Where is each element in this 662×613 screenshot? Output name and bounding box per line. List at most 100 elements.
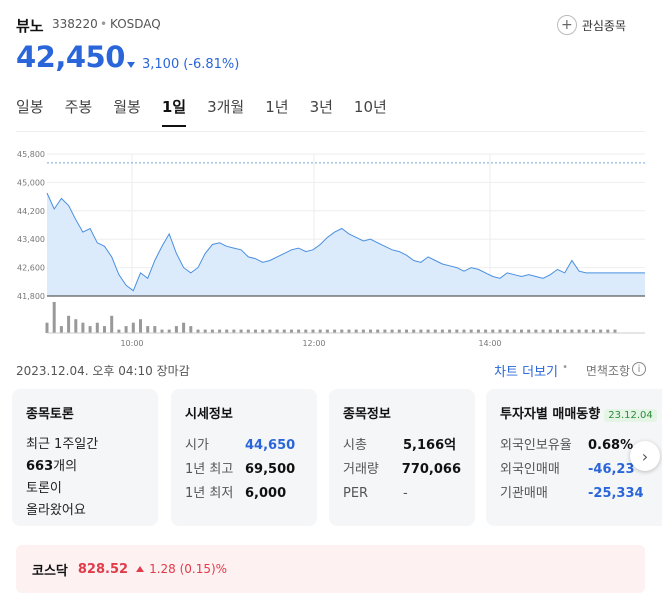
volume-bar	[548, 329, 552, 333]
discussion-summary: 최근 1주일간 663개의 토론이 올라왔어요	[26, 437, 99, 518]
tab-daily[interactable]: 일봉	[16, 98, 44, 116]
volume-bar	[74, 319, 78, 333]
volume-bar	[577, 329, 581, 333]
price-line	[46, 192, 645, 292]
volume-bar	[290, 329, 293, 333]
volume-bar	[563, 329, 567, 333]
volume-bar	[261, 329, 265, 333]
volume-bar	[45, 322, 49, 333]
index-value: 828.52	[77, 561, 129, 577]
y-tick-label: 45,000	[17, 178, 45, 187]
volume-bar	[268, 329, 272, 333]
tab-10years[interactable]: 10년	[353, 98, 387, 116]
volume-bar	[174, 326, 178, 333]
volume-bar	[196, 329, 200, 333]
quote-card[interactable]: 시세정보 시가 44,650 1년 최고 69,500 1년 최저 6,000	[171, 389, 317, 526]
volume-bar	[541, 329, 545, 333]
next-arrow-button[interactable]: ›	[630, 441, 660, 471]
volume-bar	[354, 329, 358, 333]
volume-bar	[599, 329, 603, 333]
tab-monthly[interactable]: 월봉	[113, 98, 141, 116]
volume-bar	[146, 326, 150, 333]
change-amount: 3,100	[142, 57, 180, 72]
tab-1day[interactable]: 1일	[161, 96, 187, 127]
y-tick-label: 43,400	[17, 235, 45, 244]
volume-bar	[232, 329, 236, 333]
stock-code: 338220	[52, 17, 98, 31]
volume-bar	[131, 322, 135, 333]
volume-bar	[167, 329, 171, 333]
card-title: 시세정보	[185, 407, 233, 422]
volume-bar	[225, 329, 229, 333]
volume-bar	[139, 319, 142, 333]
quote-row-high: 1년 최고 69,500	[185, 462, 296, 477]
change-percent: (-6.81%)	[183, 57, 240, 72]
x-tick-label: 12:00	[302, 339, 325, 348]
x-tick-label: 14:00	[478, 339, 501, 348]
volume-bar	[469, 329, 473, 333]
stock-info-card[interactable]: 종목정보 시총 5,166억 거래량 770,066 PER -	[329, 389, 475, 526]
volume-bar	[325, 329, 329, 333]
volume-bar	[347, 329, 351, 333]
info-row-per: PER -	[343, 486, 408, 501]
add-favorite-button[interactable]: + 관심종목	[556, 14, 626, 36]
volume-bar	[340, 329, 344, 333]
volume-bar	[333, 329, 337, 333]
volume-bar	[556, 329, 559, 333]
volume-bar	[440, 329, 444, 333]
volume-bar	[455, 329, 459, 333]
info-icon[interactable]: i	[632, 362, 646, 376]
current-price: 42,450	[16, 40, 125, 74]
info-row-marketcap: 시총 5,166억	[343, 438, 457, 453]
card-title: 종목정보	[343, 407, 391, 422]
volume-bar	[613, 329, 617, 333]
kosdaq-index-bar[interactable]: 코스닥 828.52 1.28 (0.15)%	[16, 545, 645, 593]
volume-bar	[124, 326, 128, 333]
volume-bar	[81, 322, 85, 333]
volume-bar	[153, 326, 157, 333]
discussion-card[interactable]: 종목토론 최근 1주일간 663개의 토론이 올라왔어요	[12, 389, 158, 526]
volume-bar	[412, 329, 416, 333]
volume-bar	[254, 329, 257, 333]
volume-bar	[476, 329, 480, 333]
tab-divider	[16, 131, 645, 132]
volume-bar	[318, 329, 322, 333]
tab-3months[interactable]: 3개월	[207, 98, 245, 116]
tab-weekly[interactable]: 주봉	[64, 98, 93, 116]
volume-bar	[498, 329, 502, 333]
volume-bar	[448, 329, 452, 333]
more-chart-link[interactable]: 차트 더보기	[494, 365, 558, 380]
volume-bar	[311, 329, 315, 333]
volume-bar	[117, 329, 121, 333]
volume-bar	[88, 326, 92, 333]
market-name: KOSDAQ	[110, 17, 161, 31]
volume-bar	[520, 329, 523, 333]
period-tabs: 일봉 주봉 월봉 1일 3개월 1년 3년 10년	[16, 96, 408, 127]
add-favorite-label: 관심종목	[581, 18, 626, 33]
tab-1year[interactable]: 1년	[265, 98, 289, 116]
volume-bar	[239, 329, 243, 333]
date-badge: 23.12.04	[604, 409, 657, 422]
investor-card[interactable]: 투자자별 매매동향 23.12.04 외국인보유율 0.68% 외국인매매 -46,2…	[486, 389, 662, 526]
x-tick-label: 10:00	[120, 339, 143, 348]
investor-row-foreign-ratio: 외국인보유율 0.68%	[500, 438, 634, 453]
volume-bar	[246, 329, 250, 333]
y-tick-label: 44,200	[17, 207, 45, 216]
volume-bar	[95, 322, 99, 333]
price-change: 3,100 (-6.81%)	[127, 57, 239, 72]
index-change: 1.28 (0.15)%	[149, 562, 228, 576]
volume-bar	[103, 326, 106, 333]
volume-bar	[67, 315, 71, 333]
volume-bar	[182, 322, 186, 333]
tab-3years[interactable]: 3년	[309, 98, 333, 116]
volume-bar	[160, 329, 164, 333]
y-tick-label: 45,800	[17, 150, 45, 159]
volume-bar	[275, 329, 279, 333]
volume-bar	[110, 315, 114, 333]
volume-bar	[405, 329, 408, 333]
volume-bar	[505, 329, 509, 333]
disclaimer-link[interactable]: 면책조항	[585, 364, 630, 378]
quote-row-low: 1년 최저 6,000	[185, 486, 287, 501]
price-chart[interactable]: 45,800 45,000 44,200 43,400 42,600 41,800 10:0…	[0, 140, 662, 355]
chevron-right-icon: ›	[641, 446, 649, 466]
